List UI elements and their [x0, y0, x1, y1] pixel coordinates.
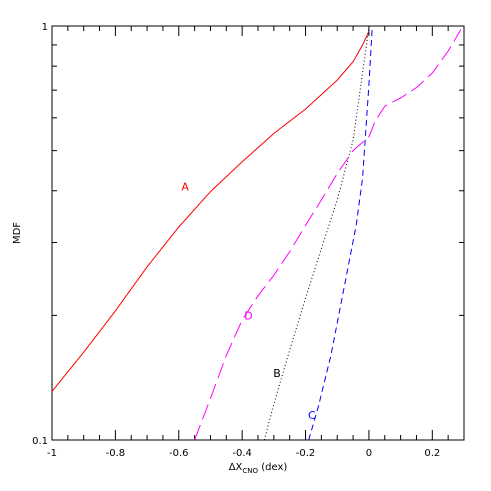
- x-axis-unit: (dex): [258, 462, 287, 473]
- x-axis-subscript: CNO: [242, 467, 258, 475]
- curve-a: [51, 31, 370, 392]
- y-tick-label: 1: [42, 22, 48, 33]
- x-tick-label: 0.2: [424, 448, 440, 459]
- x-tick-label: -0.8: [106, 448, 126, 459]
- curve-label-c: C: [308, 409, 316, 422]
- curve-c: [308, 29, 373, 441]
- curve-d: [194, 29, 462, 441]
- axis-ticks: [51, 25, 465, 441]
- curve-label-b: B: [273, 367, 281, 380]
- x-tick-label: -0.2: [296, 448, 316, 459]
- y-axis-title: MDF: [12, 222, 23, 244]
- x-tick-label: -0.4: [232, 448, 252, 459]
- x-tick-label: -0.6: [169, 448, 189, 459]
- y-tick-label: 0.1: [32, 436, 48, 447]
- curve-label-d: D: [244, 309, 252, 322]
- x-axis-title: ΔXCNO (dex): [229, 462, 288, 475]
- axis-tick-labels: -1 -0.8 -0.6 -0.4 -0.2 0 0.2 0.1 1: [32, 22, 440, 459]
- curve-label-a: A: [181, 180, 189, 193]
- curves-group: [51, 27, 462, 441]
- curve-labels-group: A B C D: [181, 180, 316, 422]
- x-axis-delta: ΔX: [229, 462, 243, 473]
- x-tick-label: 0: [366, 448, 372, 459]
- plot-frame: [51, 25, 465, 441]
- curve-b: [263, 27, 370, 441]
- x-tick-label: -1: [47, 448, 57, 459]
